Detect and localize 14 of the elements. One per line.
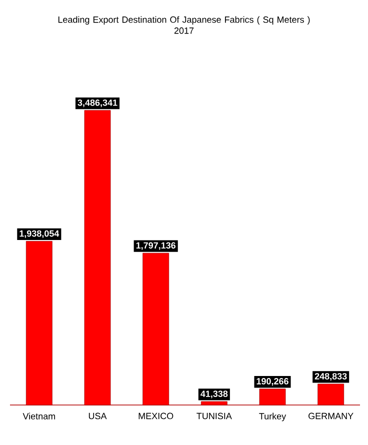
data-label: 3,486,341 [78,99,118,108]
x-tick-label: MEXICO [138,412,174,420]
data-label: 190,266 [256,378,288,386]
chart-title: Leading Export Destination Of Japanese Fabrics ( Sq Meters ) [58,16,310,25]
x-tick-label: Vietnam [22,412,55,420]
x-tick-label: Turkey [259,412,286,422]
x-tick-label: USA [88,412,107,420]
data-label: 41,338 [200,390,228,398]
chart-subtitle: 2017 [174,27,194,34]
x-tick-label: GERMANY [308,412,354,420]
data-label: 1,938,054 [20,230,60,238]
data-label: 248,833 [314,373,347,381]
x-tick-label: TUNISIA [196,412,232,420]
data-label: 1,797,136 [136,242,176,250]
